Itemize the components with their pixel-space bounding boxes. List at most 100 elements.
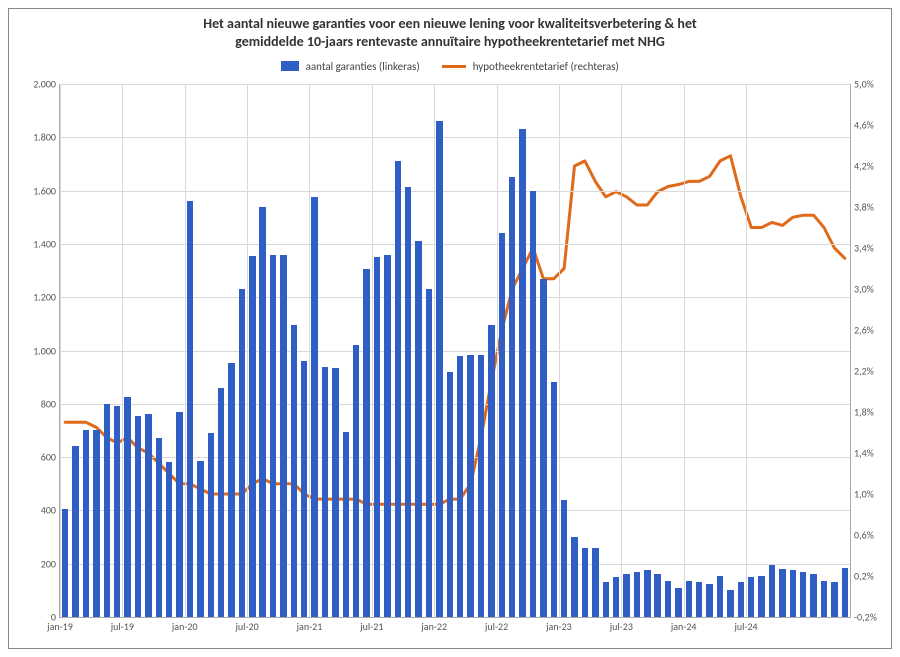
bar (436, 121, 442, 617)
bar (384, 255, 390, 617)
vgrid (309, 84, 310, 617)
x-tick-label: jan-20 (172, 620, 198, 633)
y-left-tick-label: 1.000 (33, 344, 56, 357)
y-right-tick-label: 2,6% (854, 324, 874, 337)
hgrid (60, 297, 850, 298)
bar (790, 570, 796, 617)
bar (72, 446, 78, 617)
vgrid (185, 84, 186, 617)
hgrid (60, 137, 850, 138)
bar (249, 256, 255, 617)
y-left-tick-label: 1.200 (33, 291, 56, 304)
y-right-tick-label: 3,4% (854, 242, 874, 255)
bar (831, 582, 837, 617)
bar (488, 325, 494, 617)
hgrid (60, 191, 850, 192)
bar (810, 574, 816, 617)
bar (415, 241, 421, 617)
x-tick-label: jan-19 (47, 620, 73, 633)
bar (478, 355, 484, 618)
y-right-tick-label: 0,2% (854, 570, 874, 583)
bar (571, 537, 577, 617)
bar (62, 509, 68, 617)
chart-frame: Het aantal nieuwe garanties voor een nie… (8, 8, 892, 649)
vgrid (746, 84, 747, 617)
bar (592, 548, 598, 617)
x-tick-label: jan-22 (421, 620, 447, 633)
bar (353, 345, 359, 617)
y-left-tick-label: 1.600 (33, 184, 56, 197)
y-right-tick-label: 3,8% (854, 201, 874, 214)
bar (748, 577, 754, 617)
y-left-tick-label: 2.000 (33, 78, 56, 91)
chart-title: Het aantal nieuwe garanties voor een nie… (9, 15, 891, 50)
vgrid (122, 84, 123, 617)
bar (644, 570, 650, 617)
legend-line-label: hypotheekrentetarief (rechteras) (473, 60, 619, 73)
bar (447, 372, 453, 617)
vgrid (434, 84, 435, 617)
y-left-tick-label: 200 (41, 557, 56, 570)
y-left-tick-label: 1.800 (33, 131, 56, 144)
bar (166, 462, 172, 617)
x-tick-label: jul-23 (610, 620, 633, 633)
bar (280, 255, 286, 617)
bar (83, 430, 89, 617)
bar (842, 568, 848, 617)
legend-line-swatch (442, 65, 466, 68)
plot-area: 02004006008001.0001.2001.4001.6001.8002.… (59, 84, 851, 618)
bar (519, 129, 525, 617)
y-right-tick-label: 1,4% (854, 447, 874, 460)
bar (176, 412, 182, 617)
bar (509, 177, 515, 617)
y-left-tick-label: 600 (41, 451, 56, 464)
vgrid (621, 84, 622, 617)
bar (540, 279, 546, 617)
bar (675, 588, 681, 617)
bar (654, 574, 660, 617)
bar (530, 191, 536, 617)
bar (551, 382, 557, 617)
bar (727, 590, 733, 617)
hgrid (60, 404, 850, 405)
bar (758, 576, 764, 617)
x-tick-label: jul-21 (360, 620, 383, 633)
bar (603, 582, 609, 617)
bar (145, 414, 151, 617)
bar (311, 197, 317, 617)
bar (769, 565, 775, 617)
y-right-tick-label: 2,2% (854, 365, 874, 378)
y-right-tick-label: 0,6% (854, 529, 874, 542)
bar (706, 584, 712, 617)
x-tick-label: jul-22 (485, 620, 508, 633)
legend-bar-label: aantal garanties (linkeras) (306, 60, 420, 73)
vgrid (684, 84, 685, 617)
y-left-tick-label: 400 (41, 504, 56, 517)
bar (270, 255, 276, 617)
bar (322, 367, 328, 618)
bar (467, 355, 473, 618)
x-tick-label: jul-24 (734, 620, 757, 633)
bar (259, 207, 265, 617)
y-right-tick-label: -0,2% (854, 611, 877, 624)
x-tick-label: jul-19 (111, 620, 134, 633)
hgrid (60, 351, 850, 352)
bar (374, 257, 380, 617)
legend-bar-swatch (281, 61, 299, 71)
bar (104, 404, 110, 617)
bar (623, 574, 629, 617)
title-line-2: gemiddelde 10-jaars rentevaste annuïtair… (235, 33, 665, 50)
bar (135, 416, 141, 617)
hgrid (60, 244, 850, 245)
bar (197, 461, 203, 617)
bar (561, 500, 567, 617)
bar (779, 569, 785, 617)
y-left-tick-label: 800 (41, 397, 56, 410)
bar (291, 325, 297, 617)
title-line-1: Het aantal nieuwe garanties voor een nie… (203, 15, 697, 32)
vgrid (60, 84, 61, 617)
x-tick-label: jan-24 (671, 620, 697, 633)
y-right-tick-label: 5,0% (854, 78, 874, 91)
y-right-tick-label: 3,0% (854, 283, 874, 296)
bar (405, 187, 411, 617)
